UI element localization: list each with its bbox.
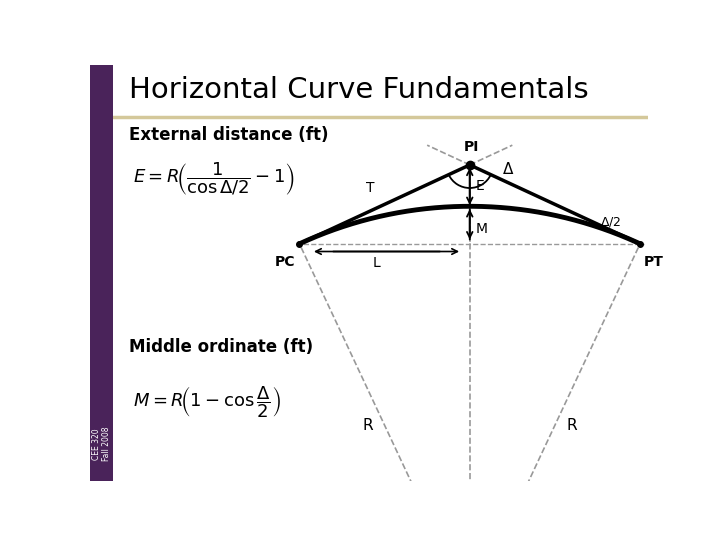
Text: $\Delta$: $\Delta$ bbox=[503, 161, 515, 177]
Text: L: L bbox=[373, 256, 381, 270]
Text: PT: PT bbox=[644, 255, 664, 269]
Text: $M = R\!\left(1 - \cos\dfrac{\Delta}{2}\right)$: $M = R\!\left(1 - \cos\dfrac{\Delta}{2}\… bbox=[132, 384, 281, 420]
Text: Middle ordinate (ft): Middle ordinate (ft) bbox=[129, 338, 313, 356]
Bar bbox=[90, 65, 113, 481]
Text: M: M bbox=[476, 222, 488, 236]
Text: $E = R\!\left(\dfrac{1}{\cos\Delta/2} - 1\right)$: $E = R\!\left(\dfrac{1}{\cos\Delta/2} - … bbox=[132, 161, 294, 198]
Text: Horizontal Curve Fundamentals: Horizontal Curve Fundamentals bbox=[129, 76, 588, 104]
Text: PC: PC bbox=[275, 255, 295, 269]
Text: T: T bbox=[366, 181, 375, 195]
Text: E: E bbox=[476, 179, 485, 193]
Text: $\Delta$/2: $\Delta$/2 bbox=[600, 215, 621, 230]
Text: CEE 320
Fall 2008: CEE 320 Fall 2008 bbox=[92, 427, 112, 461]
Text: External distance (ft): External distance (ft) bbox=[129, 126, 328, 144]
Text: PI: PI bbox=[464, 140, 479, 154]
Text: R: R bbox=[362, 418, 373, 433]
Text: R: R bbox=[567, 418, 577, 433]
